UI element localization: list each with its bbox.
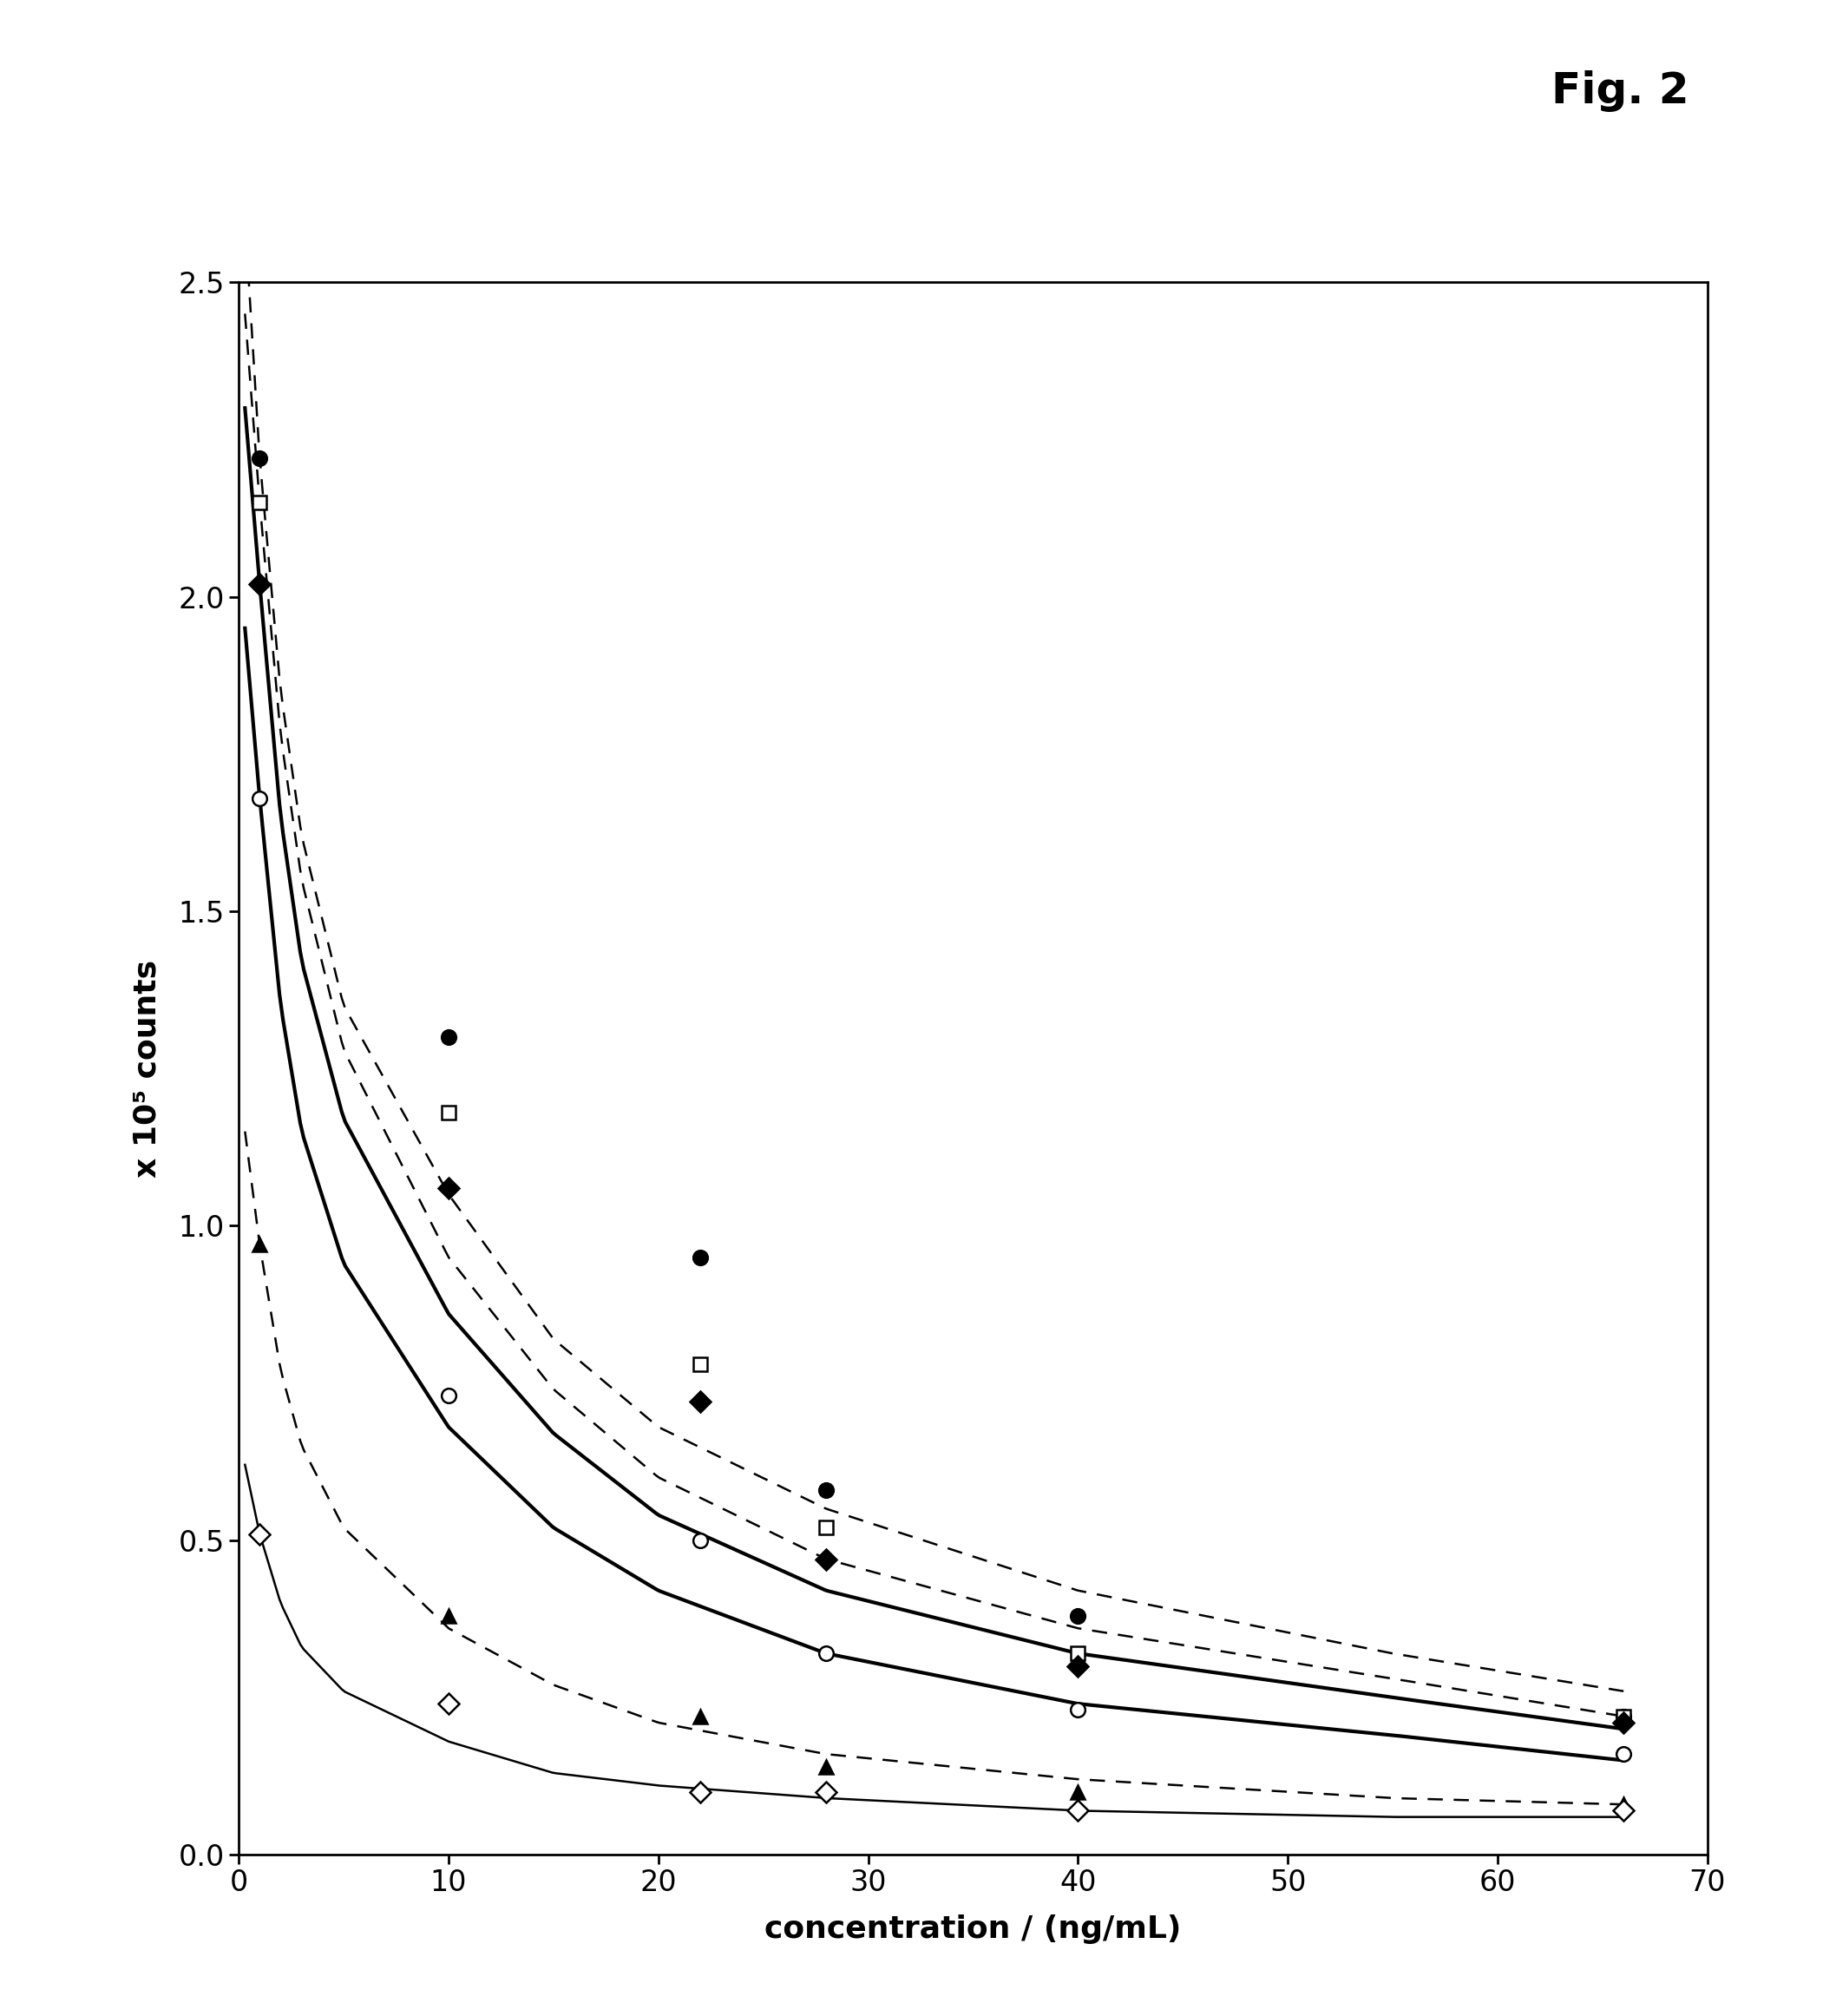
- X-axis label: concentration / (ng/mL): concentration / (ng/mL): [764, 1913, 1182, 1943]
- Text: Fig. 2: Fig. 2: [1551, 71, 1689, 113]
- Y-axis label: x 10⁵ counts: x 10⁵ counts: [132, 960, 162, 1177]
